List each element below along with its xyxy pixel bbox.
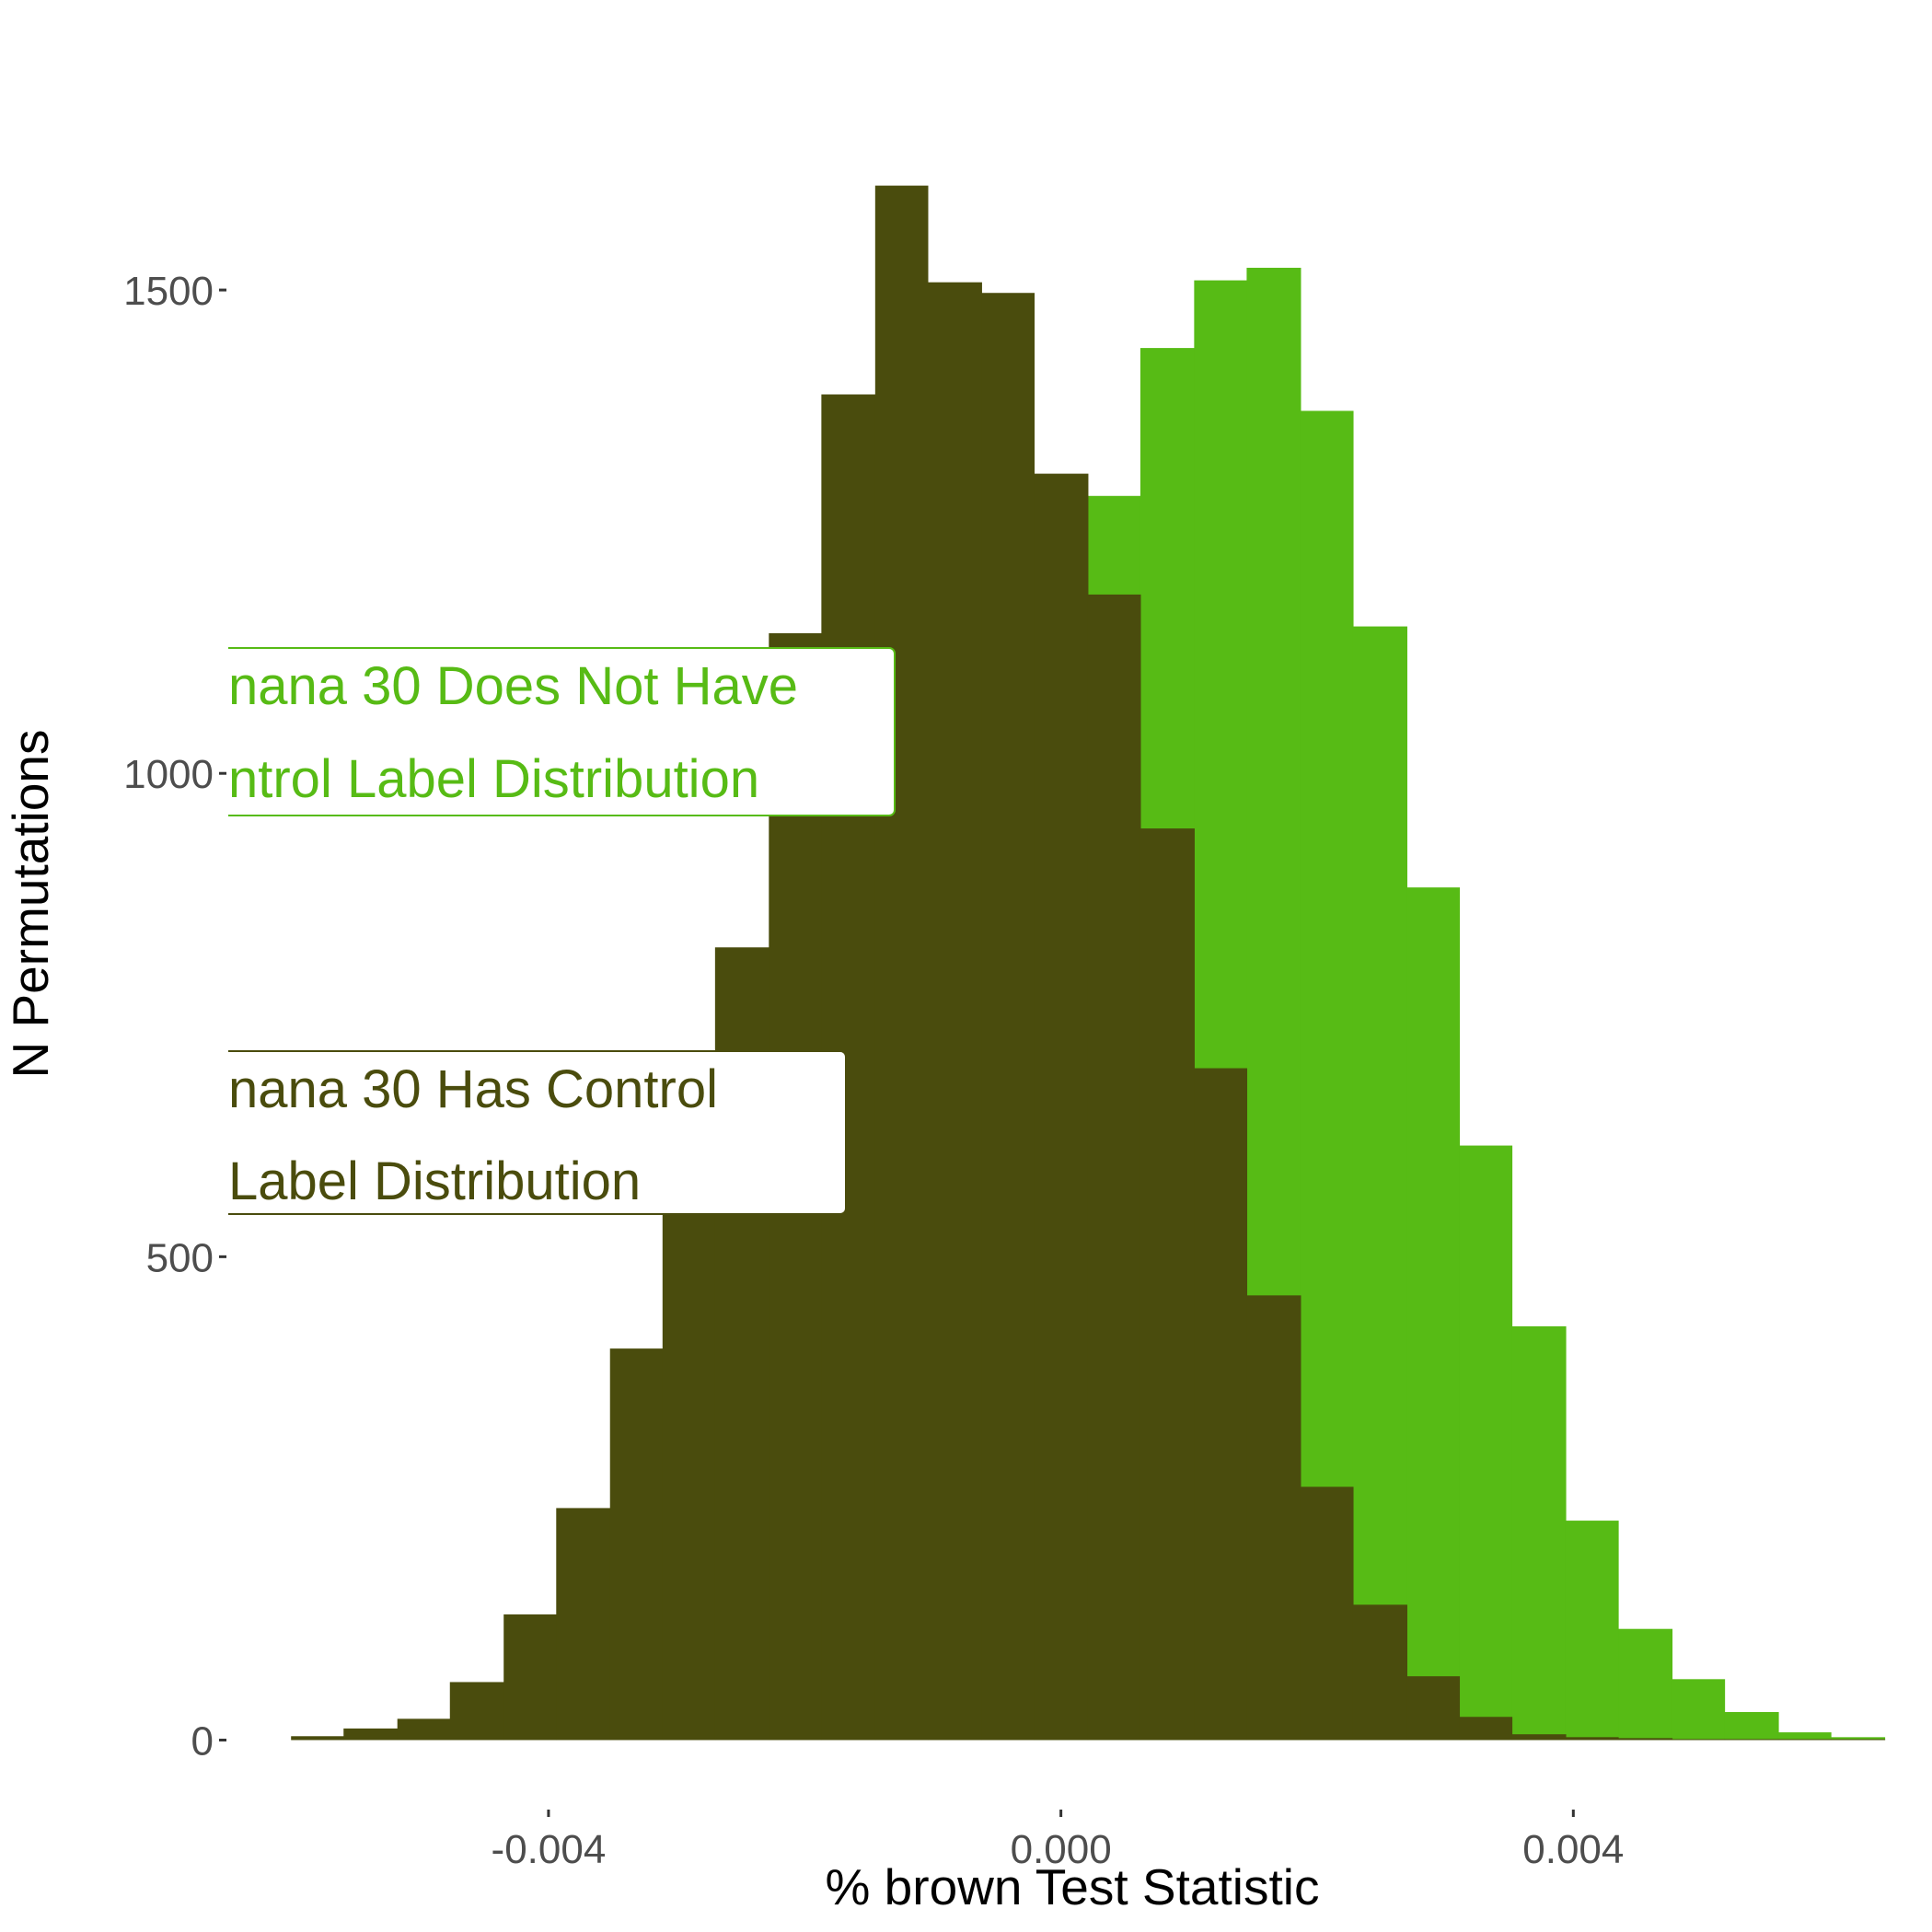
annotations: nana 30 Does Not Have ntrol Label Distrib…	[228, 647, 896, 1215]
histogram-bar-series1-bin24	[1511, 1325, 1567, 1741]
histogram-bar-series2-bin1	[291, 1736, 344, 1741]
annotation-2-line-2: Label Distribution	[228, 1151, 641, 1211]
histogram-bar-series2-bin22	[1406, 1676, 1461, 1741]
histogram-bar-series2-bin18	[1194, 1068, 1248, 1741]
histogram-bar-series2-bin13	[927, 282, 982, 1741]
histogram-bar-series1-bin25	[1565, 1521, 1619, 1741]
histogram-bar-series1-bin30	[1831, 1737, 1886, 1741]
histogram-bar-series2-bin19	[1246, 1295, 1301, 1741]
histogram-bar-series2-bin5	[503, 1614, 557, 1741]
histogram-bar-series2-bin24	[1511, 1734, 1567, 1741]
histogram-bar-series2-bin29	[1777, 1739, 1832, 1741]
histogram-bar-series2-bin17	[1140, 828, 1195, 1741]
histogram-bar-series1-bin22	[1406, 887, 1461, 1741]
y-tick-label-3: 1000	[123, 752, 214, 797]
histogram-bar-series1-bin28	[1724, 1712, 1779, 1741]
x-axis-title: % brown Test Statistic	[826, 1858, 1320, 1915]
histogram-bar-series2-bin8	[662, 1188, 716, 1741]
y-tick-label-4: 1500	[123, 269, 214, 314]
histogram-bar-series2-bin26	[1618, 1738, 1673, 1741]
histogram-bar-series1-bin26	[1618, 1628, 1673, 1741]
histogram-bar-series2-bin7	[609, 1348, 664, 1741]
histogram-bar-series2-bin2	[343, 1728, 399, 1741]
histogram-bar-series2-bin14	[981, 293, 1035, 1741]
histogram-bars	[291, 185, 1886, 1741]
annotation-1-line-2: ntrol Label Distribution	[228, 749, 759, 809]
y-axis-title: N Permutations	[2, 729, 59, 1078]
histogram-bar-series2-bin30	[1831, 1739, 1886, 1741]
annotation-box-1	[228, 647, 896, 816]
histogram-bar-series2-bin20	[1300, 1487, 1354, 1741]
histogram-bar-series2-bin25	[1565, 1737, 1619, 1741]
x-axis: -0.004 0.000 0.004	[492, 1810, 1624, 1872]
histogram-bar-series2-bin4	[449, 1682, 504, 1741]
y-axis: 0 500 1000 1500	[123, 269, 226, 1764]
histogram-bar-series2-bin6	[556, 1508, 611, 1741]
x-tick-label-1: -0.004	[492, 1827, 607, 1872]
histogram-bar-series2-bin21	[1352, 1604, 1407, 1741]
histogram-bar-series2-bin12	[874, 185, 929, 1741]
annotation-2-line-1: nana 30 Has Control	[228, 1059, 718, 1119]
histogram-bar-series1-bin27	[1672, 1679, 1726, 1741]
histogram-bar-series2-bin23	[1459, 1717, 1513, 1741]
histogram-bar-series2-bin3	[397, 1718, 451, 1741]
y-tick-label-2: 500	[146, 1235, 214, 1280]
annotation-1-line-1: nana 30 Does Not Have	[228, 656, 798, 716]
histogram-bar-series2-bin15	[1034, 473, 1089, 1741]
annotation-box-2	[228, 1050, 847, 1215]
histogram-bar-series1-bin21	[1352, 626, 1407, 1741]
x-tick-label-3: 0.004	[1522, 1827, 1624, 1872]
histogram-bar-series2-bin27	[1672, 1739, 1726, 1741]
histogram-bar-series1-bin29	[1777, 1732, 1832, 1741]
x-tick-label-2: 0.000	[1011, 1827, 1112, 1872]
y-tick-label-1: 0	[191, 1718, 214, 1764]
histogram-bar-series2-bin28	[1724, 1739, 1779, 1741]
histogram-bar-series1-bin23	[1459, 1145, 1513, 1741]
histogram-bar-series2-bin16	[1087, 594, 1141, 1741]
